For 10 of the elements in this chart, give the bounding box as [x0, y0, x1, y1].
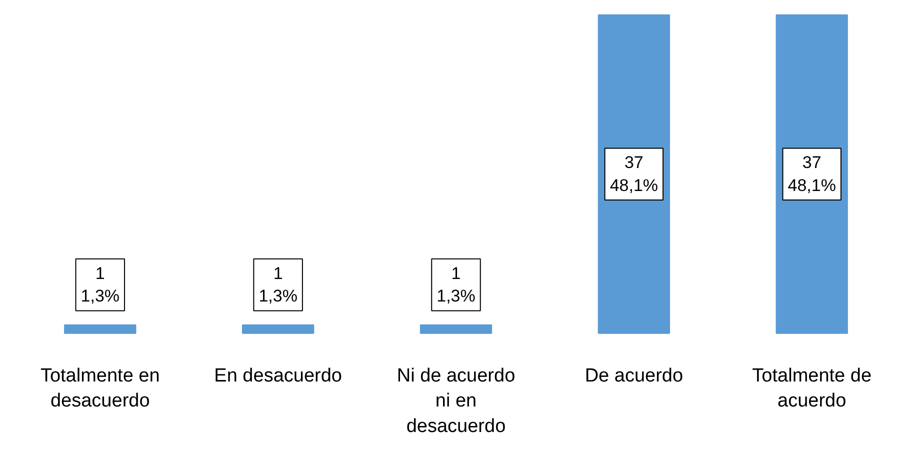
data-label: 37 48,1%	[610, 153, 658, 196]
data-label: 1 1,3%	[80, 264, 120, 306]
x-tick-label: Ni de acuerdo ni en desacuerdo	[396, 365, 516, 437]
data-label: 1 1,3%	[436, 264, 476, 306]
data-label: 37 48,1%	[788, 153, 836, 196]
x-tick-label: Totalmente en desacuerdo	[40, 365, 160, 412]
x-tick-label: De acuerdo	[584, 365, 684, 386]
x-tick-label: En desacuerdo	[214, 365, 342, 386]
x-tick-label: Totalmente de acuerdo	[752, 365, 872, 412]
data-label: 1 1,3%	[258, 264, 298, 306]
